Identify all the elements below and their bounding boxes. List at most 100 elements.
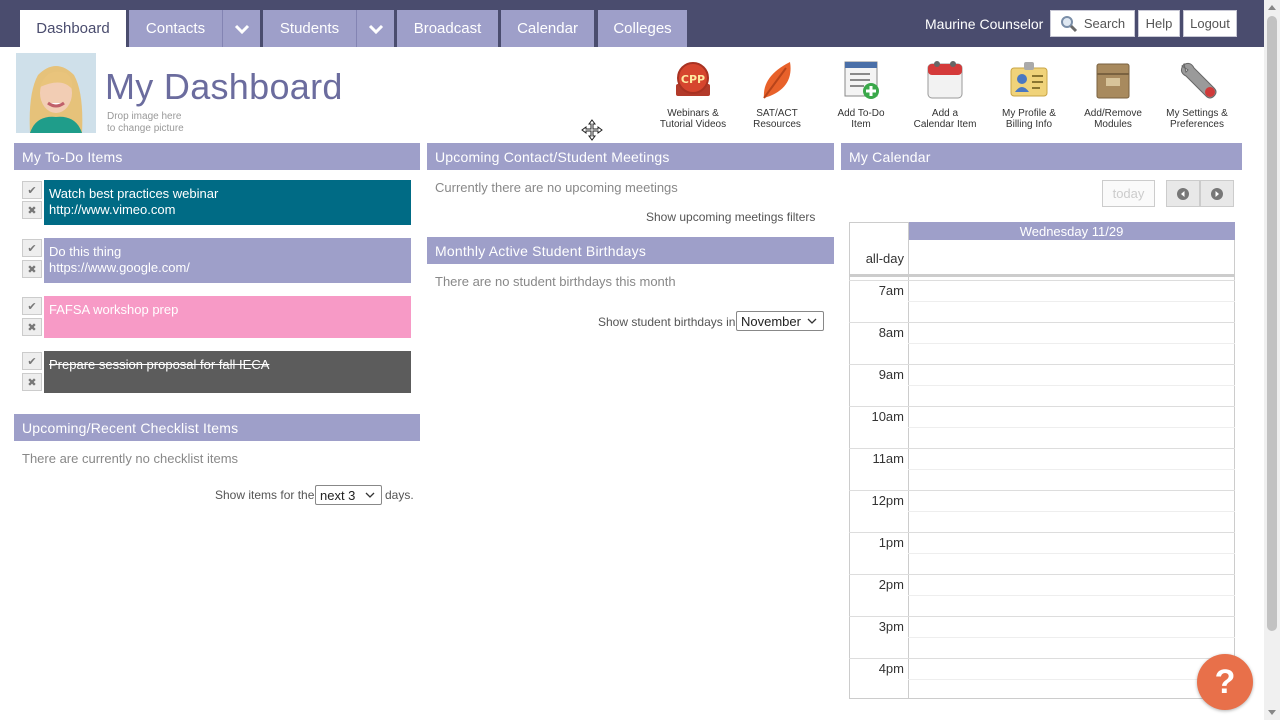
check-icon: ✔ bbox=[27, 355, 37, 368]
todo-panel-header: My To-Do Items bbox=[14, 143, 420, 170]
close-icon: ✖ bbox=[27, 321, 37, 334]
quick-link-add-calendar[interactable]: Add a Calendar Item bbox=[903, 58, 987, 130]
calendar-hour-line bbox=[849, 280, 1235, 281]
chevron-down-icon bbox=[365, 492, 375, 498]
todo-item[interactable]: FAFSA workshop prep bbox=[44, 296, 411, 338]
calendar-today-button[interactable]: today bbox=[1102, 180, 1155, 207]
calendar-hour-label: 4pm bbox=[878, 661, 904, 676]
calendar-divider bbox=[908, 222, 909, 699]
calendar-half-hour-line bbox=[908, 301, 1235, 302]
todo-delete-button[interactable]: ✖ bbox=[22, 201, 42, 219]
todo-delete-button[interactable]: ✖ bbox=[22, 318, 42, 336]
close-icon: ✖ bbox=[27, 376, 37, 389]
chevron-left-icon bbox=[1177, 187, 1189, 200]
logout-label: Logout bbox=[1190, 16, 1230, 31]
tab-contacts[interactable]: Contacts bbox=[129, 10, 260, 47]
quick-link-sat-act[interactable]: SAT/ACT Resources bbox=[735, 58, 819, 130]
calendar-allday-row[interactable] bbox=[849, 240, 1235, 277]
todo-item[interactable]: Do this thing https://www.google.com/ bbox=[44, 238, 411, 283]
calendar-half-hour-line bbox=[908, 679, 1235, 680]
students-dropdown-chevron-icon[interactable] bbox=[356, 10, 394, 47]
tab-students[interactable]: Students bbox=[263, 10, 394, 47]
todo-delete-button[interactable]: ✖ bbox=[22, 373, 42, 391]
birthdays-show-label: Show student birthdays in bbox=[598, 315, 736, 329]
tab-label: Dashboard bbox=[36, 20, 110, 37]
calendar-hour-line bbox=[849, 490, 1235, 491]
calendar-half-hour-line bbox=[908, 343, 1235, 344]
calendar-hour-label: 11am bbox=[872, 451, 904, 466]
calendar-icon bbox=[924, 58, 966, 102]
contacts-dropdown-chevron-icon[interactable] bbox=[222, 10, 260, 47]
modules-box-icon bbox=[1092, 58, 1134, 102]
calendar-hour-label: 7am bbox=[878, 283, 904, 298]
cpp-badge-icon: CPP bbox=[672, 58, 714, 102]
calendar-next-button[interactable] bbox=[1200, 180, 1234, 207]
quick-link-label: SAT/ACT bbox=[756, 108, 798, 119]
calendar-hour-label: 9am bbox=[878, 367, 904, 382]
profile-card-icon bbox=[1008, 58, 1050, 102]
scroll-down-arrow-icon[interactable] bbox=[1268, 710, 1276, 715]
todo-complete-button[interactable]: ✔ bbox=[22, 239, 42, 257]
scroll-thumb[interactable] bbox=[1267, 16, 1277, 631]
quick-link-label: Webinars & bbox=[667, 108, 719, 119]
calendar-hour-label: 12pm bbox=[871, 493, 904, 508]
todo-text: Prepare session proposal for fall IECA bbox=[49, 357, 270, 372]
todo-complete-button[interactable]: ✔ bbox=[22, 181, 42, 199]
top-nav: Dashboard Contacts Students Broadcast Ca… bbox=[0, 0, 1264, 47]
todo-item-completed[interactable]: Prepare session proposal for fall IECA bbox=[44, 351, 411, 393]
calendar-hour-line bbox=[849, 658, 1235, 659]
todo-text: FAFSA workshop prep bbox=[49, 302, 179, 317]
search-button[interactable]: Search bbox=[1050, 10, 1135, 37]
todo-text: Watch best practices webinar bbox=[49, 186, 219, 201]
quick-link-modules[interactable]: Add/Remove Modules bbox=[1071, 58, 1155, 130]
calendar-hour-label: 8am bbox=[878, 325, 904, 340]
todo-link[interactable]: http://www.vimeo.com bbox=[49, 202, 176, 217]
quick-link-label: Modules bbox=[1094, 119, 1132, 130]
todo-item[interactable]: Watch best practices webinar http://www.… bbox=[44, 180, 411, 225]
logout-button[interactable]: Logout bbox=[1183, 10, 1237, 37]
tab-colleges[interactable]: Colleges bbox=[598, 10, 687, 47]
quick-link-add-todo[interactable]: Add To-Do Item bbox=[819, 58, 903, 130]
wrench-icon bbox=[1176, 58, 1218, 102]
chevron-down-icon bbox=[807, 318, 817, 324]
todo-complete-button[interactable]: ✔ bbox=[22, 297, 42, 315]
help-floating-button[interactable]: ? bbox=[1197, 654, 1253, 710]
tab-label: Colleges bbox=[613, 20, 672, 37]
todo-delete-button[interactable]: ✖ bbox=[22, 260, 42, 278]
quick-link-label: Calendar Item bbox=[913, 119, 977, 130]
checklist-panel-header: Upcoming/Recent Checklist Items bbox=[14, 414, 420, 441]
page-scrollbar[interactable] bbox=[1264, 0, 1280, 720]
birthday-month-select[interactable]: November bbox=[736, 311, 824, 331]
quick-link-label: Billing Info bbox=[1005, 119, 1053, 130]
checklist-show-label: Show items for the bbox=[215, 488, 315, 502]
help-button[interactable]: Help bbox=[1138, 10, 1180, 37]
calendar-day-grid[interactable] bbox=[849, 222, 1235, 699]
tab-broadcast[interactable]: Broadcast bbox=[397, 10, 498, 47]
avatar-drop-hint: Drop image here to change picture bbox=[107, 111, 184, 135]
tab-dashboard[interactable]: Dashboard bbox=[20, 10, 126, 47]
meetings-filters-link[interactable]: Show upcoming meetings filters bbox=[646, 210, 816, 224]
calendar-half-hour-line bbox=[908, 637, 1235, 638]
quick-link-label: Preferences bbox=[1170, 119, 1224, 130]
user-name: Maurine Counselor bbox=[925, 16, 1044, 32]
checklist-range-select[interactable]: next 3 bbox=[315, 485, 382, 505]
calendar-panel-header: My Calendar bbox=[841, 143, 1242, 170]
panel-title: Upcoming Contact/Student Meetings bbox=[435, 148, 670, 165]
page-title: My Dashboard bbox=[105, 66, 343, 107]
todo-complete-button[interactable]: ✔ bbox=[22, 352, 42, 370]
quick-link-profile[interactable]: My Profile & Billing Info bbox=[987, 58, 1071, 130]
tab-label: Students bbox=[279, 20, 340, 37]
panel-title: My To-Do Items bbox=[22, 148, 123, 165]
todo-link[interactable]: https://www.google.com/ bbox=[49, 260, 190, 275]
calendar-day-header: Wednesday 11/29 bbox=[908, 222, 1235, 240]
avatar[interactable] bbox=[16, 53, 96, 133]
quick-link-webinars[interactable]: CPP Webinars & Tutorial Videos bbox=[651, 58, 735, 130]
tab-calendar[interactable]: Calendar bbox=[501, 10, 594, 47]
quick-link-label: Tutorial Videos bbox=[659, 119, 727, 130]
quick-link-settings[interactable]: My Settings & Preferences bbox=[1155, 58, 1239, 130]
calendar-prev-button[interactable] bbox=[1166, 180, 1200, 207]
close-icon: ✖ bbox=[27, 204, 37, 217]
scroll-up-arrow-icon[interactable] bbox=[1268, 5, 1276, 10]
calendar-hour-line bbox=[849, 364, 1235, 365]
quick-link-label: Add a bbox=[931, 108, 959, 119]
